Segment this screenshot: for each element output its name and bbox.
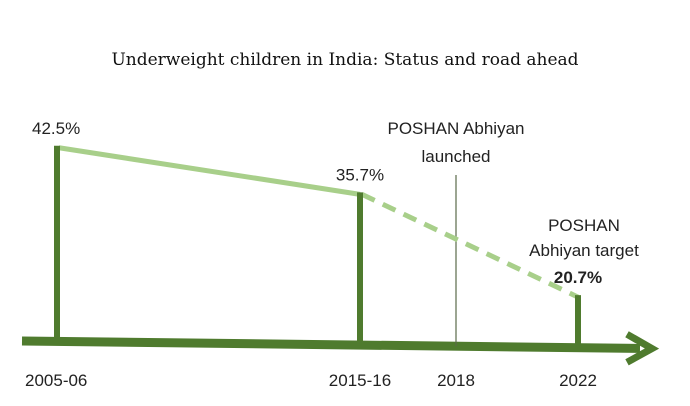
trend-line [58, 145, 361, 197]
annotation-text: Abhiyan target [529, 241, 639, 260]
tick-label: 2005-06 [25, 371, 87, 390]
data-label: 20.7% [554, 268, 602, 287]
chart-title: Underweight children in India: Status an… [111, 50, 579, 70]
data-label: 35.7% [336, 165, 384, 184]
annotation-text: POSHAN Abhiyan [387, 119, 524, 138]
axis-arrowhead [625, 331, 660, 366]
annotation-text: launched [421, 147, 490, 166]
tick-label: 2018 [437, 371, 475, 390]
timeline-axis [21, 331, 660, 366]
axis-line [21, 336, 641, 353]
tick-label: 2015-16 [329, 371, 391, 390]
annotation-text: POSHAN [548, 216, 620, 235]
target-trend-line [360, 192, 580, 300]
tick-label: 2022 [559, 371, 597, 390]
data-label: 42.5% [32, 119, 80, 138]
